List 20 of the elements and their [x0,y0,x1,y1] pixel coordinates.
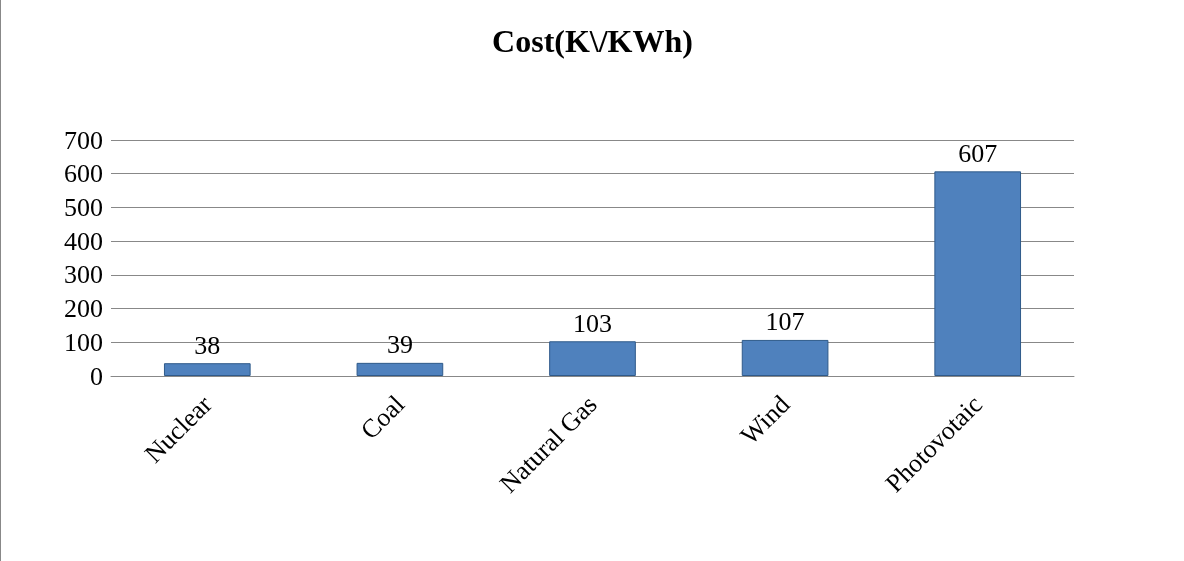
chart-title: Cost(K\/KWh) [492,23,693,59]
y-tick-label: 300 [64,260,103,290]
y-tick-label: 0 [90,361,103,391]
y-tick-label: 400 [64,226,103,256]
data-label: 103 [573,308,612,338]
bar [356,362,444,376]
data-label: 607 [958,138,998,168]
y-tick-label: 600 [64,159,103,189]
y-tick-label: 500 [64,192,103,222]
data-label: 39 [386,330,413,360]
y-tick-label: 100 [64,327,103,357]
bar [934,171,1022,376]
bar [741,339,829,376]
x-tick-label: Coal [354,389,411,445]
y-tick-label: 200 [64,294,103,324]
data-label: 38 [194,330,221,360]
bar [549,341,636,376]
bar [163,363,251,376]
data-label: 107 [765,307,805,337]
y-tick-label: 700 [64,125,103,155]
